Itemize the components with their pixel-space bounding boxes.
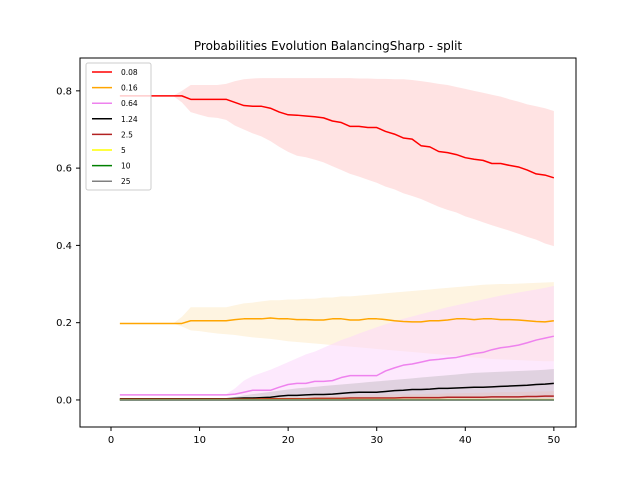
x-axis: 0 10 20 30 40 50 [108, 427, 560, 446]
legend-label-2: 0.64 [121, 99, 138, 108]
line-series-0 [119, 95, 555, 179]
y-tick-label: 0.6 [56, 164, 72, 175]
legend-box [85, 62, 152, 191]
legend-label-6: 10 [121, 162, 131, 171]
confidence-bands [119, 78, 554, 400]
line-series-1 [119, 317, 554, 325]
legend-label-4: 2.5 [121, 130, 133, 139]
x-tick-label: 30 [370, 435, 383, 446]
legend-label-0: 0.08 [121, 68, 138, 77]
x-tick-label: 0 [108, 435, 114, 446]
line-series-2 [119, 335, 555, 396]
series-lines [119, 95, 555, 401]
legend-label-1: 0.16 [121, 84, 138, 93]
legend-label-7: 25 [121, 177, 131, 186]
band-series-2 [119, 285, 554, 396]
band-series-3 [119, 369, 554, 399]
legend: 0.08 0.16 0.64 1.24 2.5 5 10 25 [85, 62, 152, 191]
y-tick-label: 0.8 [56, 86, 72, 97]
legend-label-3: 1.24 [121, 115, 138, 124]
band-series-0 [119, 78, 554, 247]
axes-frame [79, 57, 577, 428]
x-tick-label: 20 [282, 435, 295, 446]
y-axis: 0.0 0.2 0.4 0.6 0.8 [56, 86, 80, 406]
y-tick-label: 0.2 [56, 318, 72, 329]
x-tick-label: 40 [459, 435, 472, 446]
x-tick-label: 10 [193, 435, 206, 446]
y-tick-label: 0.4 [56, 241, 72, 252]
legend-label-5: 5 [121, 146, 126, 155]
y-tick-label: 0.0 [56, 395, 72, 406]
chart-title: Probabilities Evolution BalancingSharp -… [194, 39, 463, 53]
x-tick-label: 50 [547, 435, 560, 446]
plot-area [79, 57, 577, 428]
